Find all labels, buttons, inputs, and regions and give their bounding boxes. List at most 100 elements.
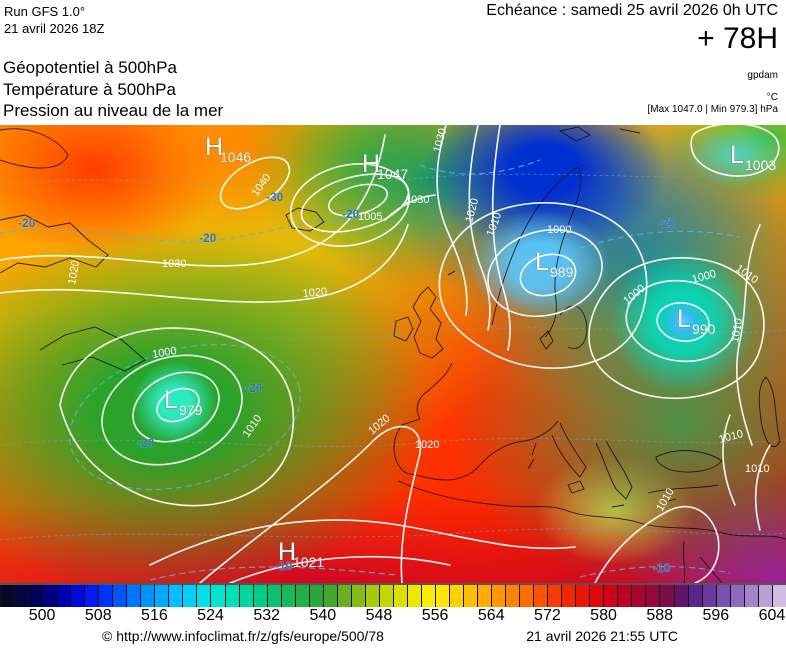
colorbar-cell bbox=[603, 585, 618, 607]
colorbar-cell bbox=[0, 585, 15, 607]
colorbar-cell bbox=[168, 585, 183, 607]
temp-label: -20 bbox=[199, 231, 217, 245]
isobar-label: 1030 bbox=[431, 127, 449, 154]
colorbar-labels: 500 508 516 524 532 540 548 556 564 572 580 588 596 6… bbox=[0, 607, 786, 626]
colorbar-cell bbox=[434, 585, 449, 607]
svg-text:1021: 1021 bbox=[293, 554, 324, 570]
isobar-label: 1000 bbox=[691, 268, 718, 286]
colorbar-cell bbox=[280, 585, 295, 607]
colorbar-cell bbox=[154, 585, 169, 607]
colorbar-cell bbox=[378, 585, 393, 607]
units-block: gpdam °C [Max 1047.0 | Min 979.3] hPa bbox=[648, 70, 778, 116]
temp-label: -10 bbox=[653, 561, 671, 575]
colorbar-cell bbox=[364, 585, 379, 607]
colorbar-cell bbox=[449, 585, 464, 607]
colorbar-cell bbox=[28, 585, 43, 607]
colorbar-cell bbox=[743, 585, 758, 607]
layer-geopotential: Géopotentiel à 500hPa bbox=[3, 58, 177, 77]
isobar-contours bbox=[0, 125, 780, 583]
colorbar-label: 508 bbox=[84, 607, 112, 624]
colorbar-cell bbox=[645, 585, 660, 607]
colorbar-cell bbox=[575, 585, 590, 607]
colorbar-label: 596 bbox=[702, 607, 730, 624]
colorbar-cell bbox=[308, 585, 323, 607]
colorbar-cell bbox=[84, 585, 99, 607]
svg-text:L: L bbox=[730, 141, 744, 169]
colorbar-cell bbox=[715, 585, 730, 607]
colorbar-label: 500 bbox=[28, 607, 56, 624]
isobar-label: 1010 bbox=[241, 413, 265, 440]
temperature-contours bbox=[0, 159, 741, 581]
colorbar-cell bbox=[70, 585, 85, 607]
isobar-label: 1000 bbox=[621, 282, 647, 307]
colorbar-label: 524 bbox=[197, 607, 224, 624]
run-model: Run GFS 1.0° bbox=[4, 4, 86, 19]
isobar-label: 1010 bbox=[745, 463, 769, 475]
run-date: 21 avril 2026 18Z bbox=[4, 21, 105, 36]
unit-gpdam: gpdam bbox=[747, 70, 778, 81]
temp-label: -20 bbox=[137, 436, 155, 450]
colorbar-cell bbox=[42, 585, 57, 607]
colorbar-cell bbox=[294, 585, 309, 607]
colorbar-cell bbox=[547, 585, 562, 607]
colorbar-cell bbox=[322, 585, 337, 607]
colorbar-cell bbox=[224, 585, 239, 607]
svg-text:1003: 1003 bbox=[745, 157, 776, 173]
svg-text:L: L bbox=[535, 248, 549, 276]
run-info: Run GFS 1.0° 21 avril 2026 18Z bbox=[4, 3, 104, 37]
isobar-label: 1030 bbox=[405, 194, 429, 206]
svg-text:990: 990 bbox=[692, 321, 716, 337]
header: Run GFS 1.0° 21 avril 2026 18Z Echéance … bbox=[0, 0, 786, 125]
isobar-label: 1020 bbox=[366, 412, 392, 437]
colorbar-cell bbox=[392, 585, 407, 607]
colorbar-cell bbox=[687, 585, 702, 607]
colorbar-cell bbox=[771, 585, 786, 607]
temp-label: -10 bbox=[275, 559, 293, 573]
layer-titles: Géopotentiel à 500hPa Température à 500h… bbox=[3, 57, 223, 122]
isobar-label: 1020 bbox=[415, 439, 439, 451]
svg-text:989: 989 bbox=[550, 264, 574, 280]
pressure-center-L-989: L 989 bbox=[535, 248, 574, 280]
colorbar-cell bbox=[238, 585, 253, 607]
layer-pressure: Pression au niveau de la mer bbox=[3, 101, 224, 120]
layer-temperature: Température à 500hPa bbox=[3, 79, 176, 99]
colorbar-cell bbox=[673, 585, 688, 607]
coastlines bbox=[0, 126, 786, 583]
pressure-center-L-990: L 990 bbox=[677, 305, 716, 337]
colorbar-label: 548 bbox=[365, 607, 393, 624]
colorbar-cell bbox=[589, 585, 604, 607]
echeance-text: Echéance : samedi 25 avril 2026 0h UTC bbox=[486, 2, 778, 19]
svg-text:979: 979 bbox=[179, 402, 203, 418]
pressure-center-L-979: L 979 bbox=[164, 386, 203, 418]
colorbar-cell bbox=[140, 585, 155, 607]
colorbar-label: 604 bbox=[758, 607, 786, 624]
footer: © http://www.infoclimat.fr/z/gfs/europe/… bbox=[0, 626, 786, 648]
colorbar-label: 564 bbox=[477, 607, 505, 624]
colorbar-cell bbox=[757, 585, 772, 607]
colorbar-cell bbox=[252, 585, 267, 607]
temp-label: -20 bbox=[342, 207, 360, 221]
temp-label: -20 bbox=[658, 216, 676, 230]
temp-label: -20 bbox=[18, 216, 36, 230]
isobar-label: 1005 bbox=[358, 211, 382, 223]
colorbar-label: 540 bbox=[309, 607, 337, 624]
colorbar-cell bbox=[406, 585, 421, 607]
isobar-label: 1000 bbox=[547, 224, 571, 236]
svg-text:1047: 1047 bbox=[377, 166, 408, 182]
colorbar-cell bbox=[350, 585, 365, 607]
svg-text:1046: 1046 bbox=[220, 149, 251, 165]
colorbar-cell bbox=[420, 585, 435, 607]
colorbar-cell bbox=[659, 585, 674, 607]
colorbar-cell bbox=[182, 585, 197, 607]
colorbar-cell bbox=[463, 585, 478, 607]
colorbar-cell bbox=[617, 585, 632, 607]
colorbar-label: 580 bbox=[590, 607, 617, 624]
isobar-label: 1020 bbox=[302, 286, 327, 300]
colorbar-label: 516 bbox=[141, 607, 168, 624]
colorbar-cell bbox=[98, 585, 113, 607]
isobar-label: 1000 bbox=[151, 345, 177, 361]
isobar-label: 1010 bbox=[718, 428, 745, 446]
